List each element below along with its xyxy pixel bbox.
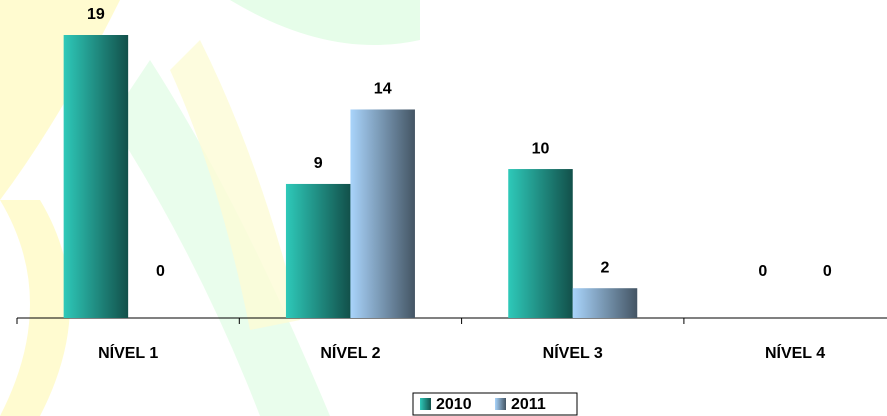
legend-swatch	[420, 398, 431, 410]
value-label: 19	[87, 6, 105, 23]
value-label: 0	[823, 263, 832, 280]
x-tick-label: NÍVEL 1	[98, 343, 158, 362]
bar	[63, 35, 129, 318]
value-label: 0	[156, 263, 165, 280]
legend-swatch	[495, 398, 506, 410]
bar	[285, 183, 351, 318]
value-label: 2	[601, 259, 610, 276]
x-tick-label: NÍVEL 3	[543, 343, 603, 362]
value-label: 10	[532, 140, 550, 157]
value-label: 0	[758, 263, 767, 280]
legend-label: 2010	[436, 396, 472, 413]
bar	[350, 109, 415, 318]
bar	[572, 288, 638, 318]
value-label: 9	[314, 155, 323, 172]
legend-label: 2011	[511, 396, 546, 413]
x-tick-label: NÍVEL 4	[765, 343, 825, 362]
x-tick-label: NÍVEL 2	[320, 343, 380, 362]
value-label: 14	[374, 81, 392, 98]
bar	[508, 169, 573, 318]
